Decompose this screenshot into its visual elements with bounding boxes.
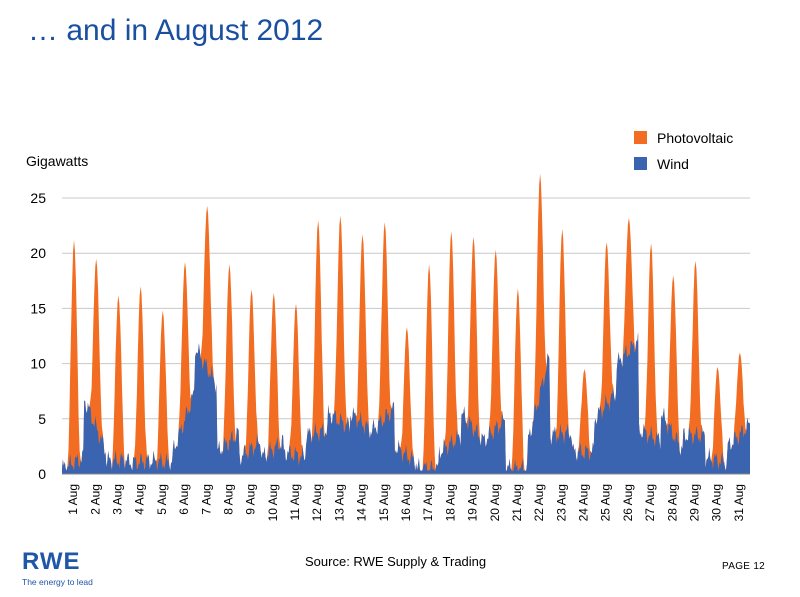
logo-wordmark: RWE [22,548,81,575]
series-area-photovoltaic [62,173,750,474]
legend-swatch-photovoltaic [634,131,647,144]
x-tick-label: 15 Aug [377,484,391,521]
rwe-logo: RWE The energy to lead [22,548,93,588]
y-tick-label: 20 [30,245,46,261]
legend-label-wind: Wind [657,156,689,172]
legend-swatch-wind [634,157,647,170]
y-tick-label: 15 [30,300,46,316]
y-axis-label: Gigawatts [26,153,88,169]
axes: 0 5 10 15 20 25 1 Aug 2 Aug 3 Aug 4 Aug 5 Aug 6 Aug… [30,190,750,521]
x-tick-label: 13 Aug [332,484,346,521]
x-tick-label: 3 Aug [110,484,124,515]
series-areas [62,173,750,474]
x-tick-label: 11 Aug [288,484,302,520]
page-number: PAGE 12 [722,561,766,572]
x-tick-label: 20 Aug [488,484,502,521]
x-tick-label: 28 Aug [665,484,679,521]
x-tick-label: 22 Aug [532,484,546,521]
x-tick-label: 27 Aug [643,484,657,521]
x-tick-label: 31 Aug [732,484,746,521]
legend: Photovoltaic Wind [634,130,733,172]
x-tick-label: 18 Aug [443,484,457,521]
x-tick-label: 12 Aug [310,484,324,521]
x-tick-label: 14 Aug [355,484,369,521]
y-tick-label: 5 [38,411,46,427]
source-note: Source: RWE Supply & Trading [305,554,487,569]
x-tick-label: 29 Aug [688,484,702,521]
x-tick-label: 4 Aug [133,484,147,515]
y-tick-label: 0 [38,466,46,482]
x-tick-label: 6 Aug [177,484,191,515]
series-area-wind [62,332,750,474]
chart: 0 5 10 15 20 25 1 Aug 2 Aug 3 Aug 4 Aug 5 Aug 6 Aug… [26,130,750,521]
x-tick-label: 5 Aug [155,484,169,515]
x-tick-label: 1 Aug [66,484,80,515]
y-tick-label: 25 [30,190,46,206]
y-tick-label: 10 [30,356,46,372]
logo-tagline: The energy to lead [22,577,93,587]
x-tick-label: 26 Aug [621,484,635,521]
x-tick-label: 7 Aug [199,484,213,515]
slide-title: … and in August 2012 [28,14,324,47]
x-tick-label: 30 Aug [710,484,724,521]
x-tick-label: 25 Aug [599,484,613,521]
x-tick-label: 8 Aug [221,484,235,515]
x-tick-label: 17 Aug [421,484,435,521]
x-tick-label: 10 Aug [266,484,280,521]
legend-label-photovoltaic: Photovoltaic [657,130,733,146]
x-tick-label: 24 Aug [577,484,591,521]
x-tick-label: 23 Aug [554,484,568,521]
x-tick-label: 16 Aug [399,484,413,521]
x-tick-label: 21 Aug [510,484,524,521]
x-tick-label: 9 Aug [244,484,258,515]
x-tick-label: 19 Aug [466,484,480,521]
x-tick-label: 2 Aug [88,484,102,515]
